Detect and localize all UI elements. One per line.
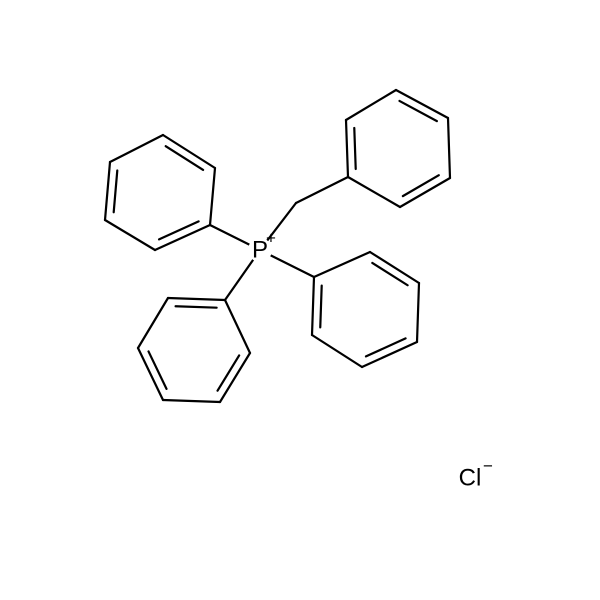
P-charge: +	[266, 229, 276, 248]
Cl-charge: −	[483, 457, 493, 476]
Cl-atom-label: Cl	[459, 465, 482, 492]
chemical-structure: P+Cl−	[0, 0, 600, 600]
